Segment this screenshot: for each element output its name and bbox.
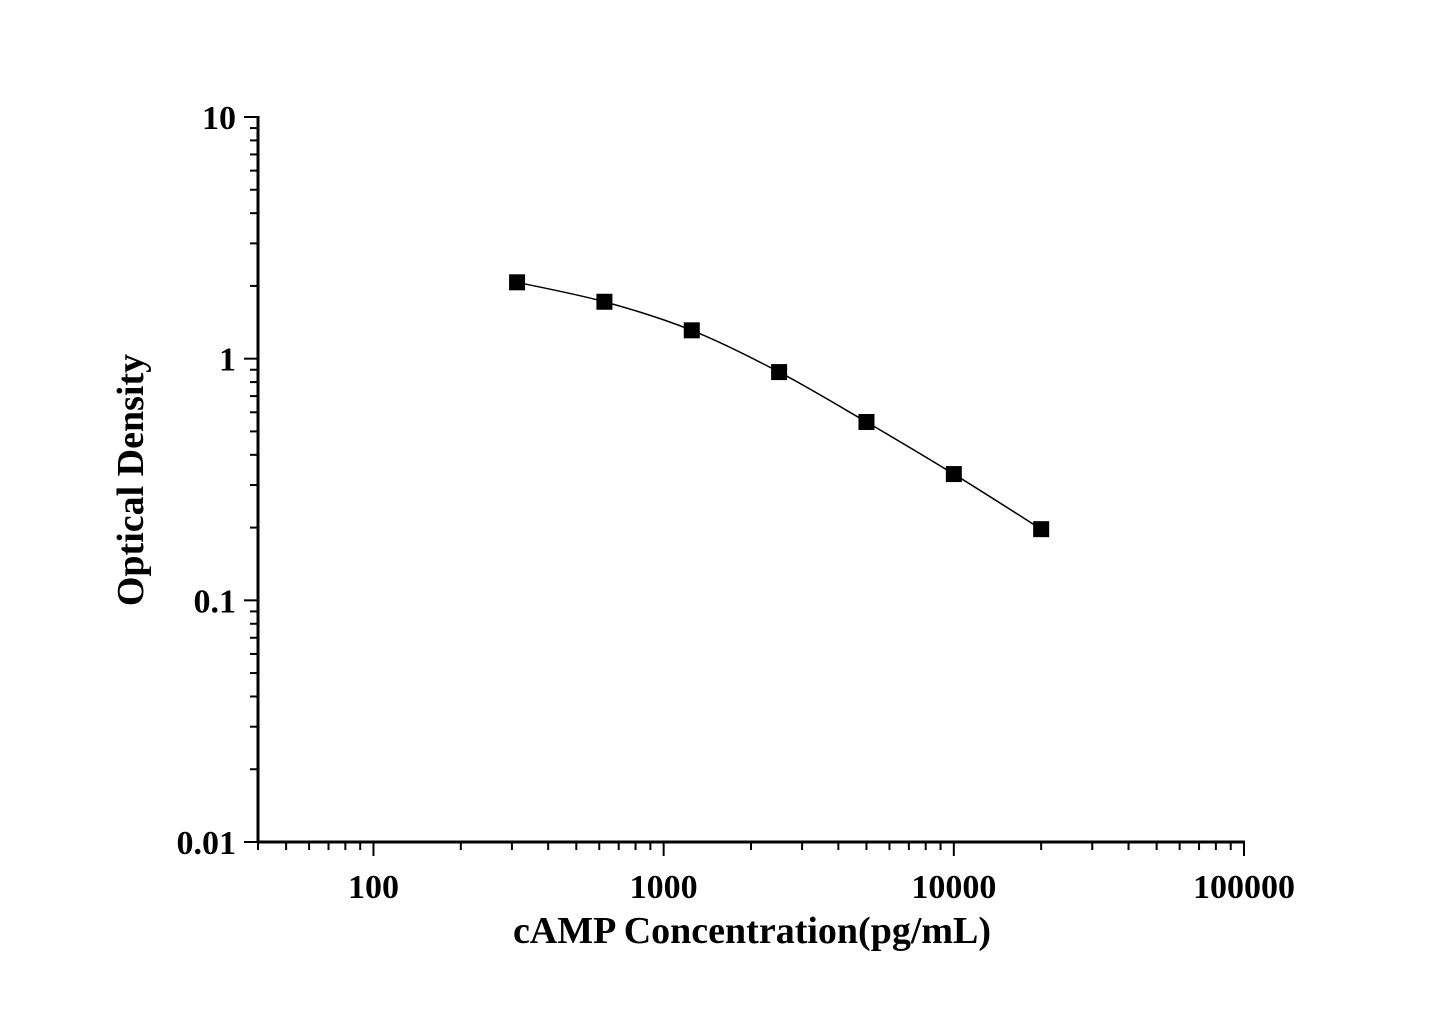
x-axis-title: cAMP Concentration(pg/mL) [513, 910, 991, 952]
y-tick-label: 10 [202, 100, 236, 137]
data-point [596, 293, 613, 310]
data-point [771, 364, 788, 381]
y-tick-label: 0.01 [177, 825, 237, 862]
x-tick-label: 100000 [1193, 869, 1295, 906]
data-point [1033, 521, 1050, 538]
y-axis-title: Optical Density [110, 354, 152, 606]
y-tick-label: 1 [219, 342, 236, 379]
data-point [683, 322, 700, 339]
fit-curve [516, 281, 1042, 530]
x-tick-label: 1000 [630, 869, 698, 906]
x-tick-label: 10000 [911, 869, 996, 906]
y-tick-label: 0.1 [194, 583, 237, 620]
x-tick-label: 100 [348, 869, 399, 906]
data-point [509, 274, 526, 291]
data-point [945, 466, 962, 483]
data-point [858, 413, 875, 430]
